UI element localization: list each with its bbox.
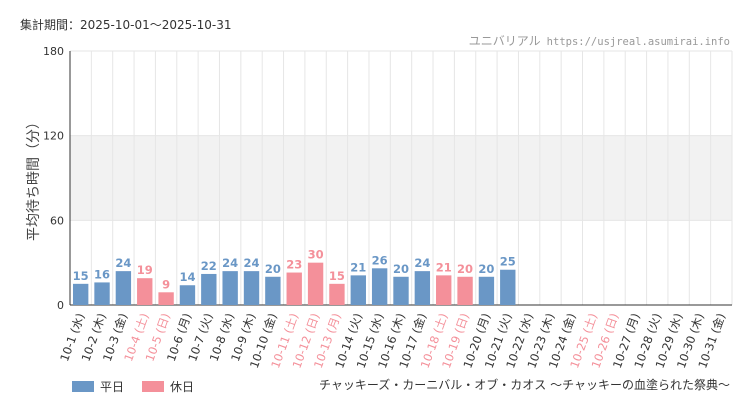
y-axis-title: 平均待ち時間（分） (26, 115, 42, 241)
bar-value-label: 20 (457, 262, 473, 276)
legend-item-weekday: 平日 (72, 378, 124, 395)
y-tick-label: 0 (57, 299, 64, 312)
bar-value-label: 15 (73, 269, 89, 283)
bar-value-label: 25 (500, 255, 516, 269)
bar-weekday (393, 276, 409, 305)
bar-value-label: 24 (222, 256, 238, 270)
attraction-name: チャッキーズ・カーニバル・オブ・カオス ～チャッキーの血塗られた祭典～ (319, 378, 730, 392)
bar-holiday (307, 262, 324, 305)
bar-value-label: 19 (137, 263, 153, 277)
legend-swatch-holiday (142, 381, 165, 392)
bar-value-label: 22 (201, 259, 217, 273)
bar-weekday (201, 273, 217, 305)
bar-value-label: 14 (179, 270, 195, 284)
bar-value-label: 23 (286, 258, 302, 272)
legend-item-holiday: 休日 (142, 378, 194, 395)
legend-label-weekday: 平日 (100, 380, 125, 394)
bar-weekday (500, 269, 516, 305)
site-url[interactable]: https://usjreal.asumirai.info (546, 36, 730, 48)
y-tick-label: 60 (50, 214, 64, 227)
bar-holiday (457, 276, 473, 305)
brand-credit: ユニバリアル https://usjreal.asumirai.info (469, 32, 730, 49)
bar-value-label: 20 (265, 262, 281, 276)
bar-value-label: 21 (350, 260, 366, 274)
legend-swatch-weekday (72, 381, 94, 392)
bar-value-label: 24 (244, 256, 260, 270)
bar-weekday (72, 283, 89, 305)
bar-value-label: 24 (115, 256, 131, 270)
bar-holiday (286, 272, 302, 305)
bar-value-label: 15 (329, 269, 345, 283)
bar-value-label: 30 (308, 248, 324, 262)
bar-value-label: 26 (372, 253, 388, 267)
bar-holiday (158, 292, 174, 305)
bar-value-label: 20 (478, 262, 494, 276)
bar-holiday (436, 275, 452, 305)
y-tick-label: 120 (43, 130, 64, 143)
bar-weekday (222, 271, 238, 305)
bar-weekday (94, 282, 110, 305)
period-label: 集計期間：2025-10-01～2025-10-31 (20, 18, 232, 32)
bar-weekday (179, 285, 196, 305)
bar-weekday (115, 271, 132, 305)
bar-weekday (371, 268, 388, 305)
bar-weekday (243, 271, 260, 305)
bar-value-label: 24 (414, 256, 430, 270)
y-tick-label: 180 (43, 45, 64, 58)
legend: 平日 休日 (72, 378, 212, 395)
brand-name: ユニバリアル (468, 34, 541, 48)
bar-value-label: 9 (162, 277, 170, 291)
bar-holiday (329, 283, 345, 305)
bar-weekday (414, 271, 431, 305)
bar-value-label: 21 (436, 260, 452, 274)
legend-label-holiday: 休日 (170, 380, 195, 394)
bar-weekday (265, 276, 281, 305)
bar-holiday (137, 278, 153, 305)
bar-value-label: 20 (393, 262, 409, 276)
bar-weekday (478, 276, 495, 305)
bar-weekday (350, 275, 366, 305)
bar-value-label: 16 (94, 267, 110, 281)
plot-band (70, 135, 732, 221)
